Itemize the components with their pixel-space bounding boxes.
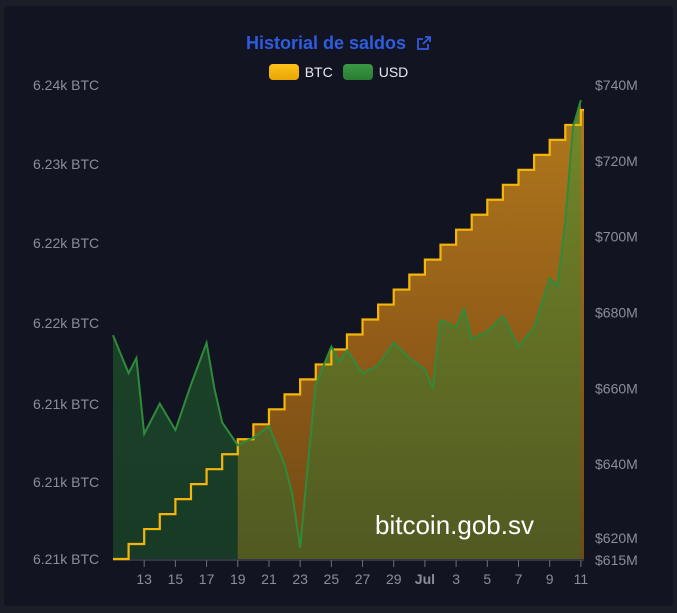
left-tick-label: 6.21k BTC — [33, 474, 99, 490]
right-tick-label: $660M — [595, 380, 638, 396]
external-link-icon[interactable] — [417, 36, 431, 50]
right-tick-label: $680M — [595, 305, 638, 321]
legend-label-btc: BTC — [304, 64, 333, 80]
usd-area — [237, 100, 581, 559]
left-axis: 6.24k BTC 6.23k BTC 6.22k BTC 6.22k BTC 6.21… — [33, 77, 99, 567]
left-tick-label: 6.22k BTC — [33, 235, 99, 251]
x-tick-label: 11 — [574, 571, 589, 587]
x-tick-label: 19 — [230, 571, 246, 587]
right-tick-label: $700M — [595, 229, 638, 245]
legend-label-usd: USD — [378, 64, 409, 80]
right-tick-label: $615M — [595, 552, 638, 568]
right-tick-label: $620M — [595, 530, 638, 546]
legend-item-btc[interactable]: BTC — [268, 64, 333, 80]
chart-areas — [112, 99, 584, 561]
chart-title-row[interactable]: Historial de saldos — [0, 33, 677, 54]
legend: BTC USD — [0, 64, 677, 80]
x-tick-label: 25 — [324, 571, 340, 587]
x-tick-label: Jul — [415, 571, 435, 587]
right-tick-label: $720M — [595, 153, 638, 169]
right-axis: $740M $720M $700M $680M $660M $640M $620M $615M — [595, 77, 638, 568]
left-tick-label: 6.21k BTC — [33, 396, 99, 412]
x-tick-label: 13 — [136, 571, 152, 587]
usd-swatch — [342, 64, 373, 80]
chart-title[interactable]: Historial de saldos — [245, 33, 407, 53]
legend-item-usd[interactable]: USD — [342, 64, 409, 80]
x-tick-label: 3 — [452, 571, 460, 587]
right-tick-label: $640M — [595, 456, 638, 472]
left-tick-label: 6.21k BTC — [33, 551, 99, 567]
usd-line — [112, 99, 582, 548]
left-tick-label: 6.22k BTC — [33, 315, 99, 331]
left-tick-label: 6.24k BTC — [33, 77, 99, 93]
x-tick-label: 27 — [355, 571, 371, 587]
x-tick-label: 9 — [546, 571, 554, 587]
x-tick-label: 15 — [168, 571, 184, 587]
left-tick-label: 6.23k BTC — [33, 156, 99, 172]
x-tick-label: 23 — [292, 571, 308, 587]
right-tick-label: $740M — [595, 77, 638, 93]
x-tick-label: 7 — [515, 571, 523, 587]
btc-swatch — [268, 64, 299, 80]
x-tick-label: 17 — [199, 571, 215, 587]
x-tick-label: 5 — [483, 571, 491, 587]
btc-line — [113, 108, 584, 561]
usd-area-left — [113, 335, 238, 559]
watermark-text: bitcoin.gob.sv — [375, 510, 534, 540]
x-tick-label: 29 — [386, 571, 402, 587]
x-tick-label: 21 — [261, 571, 277, 587]
x-axis: 13 15 17 19 21 23 25 27 29 Jul 3 5 7 9 11 — [113, 559, 589, 587]
